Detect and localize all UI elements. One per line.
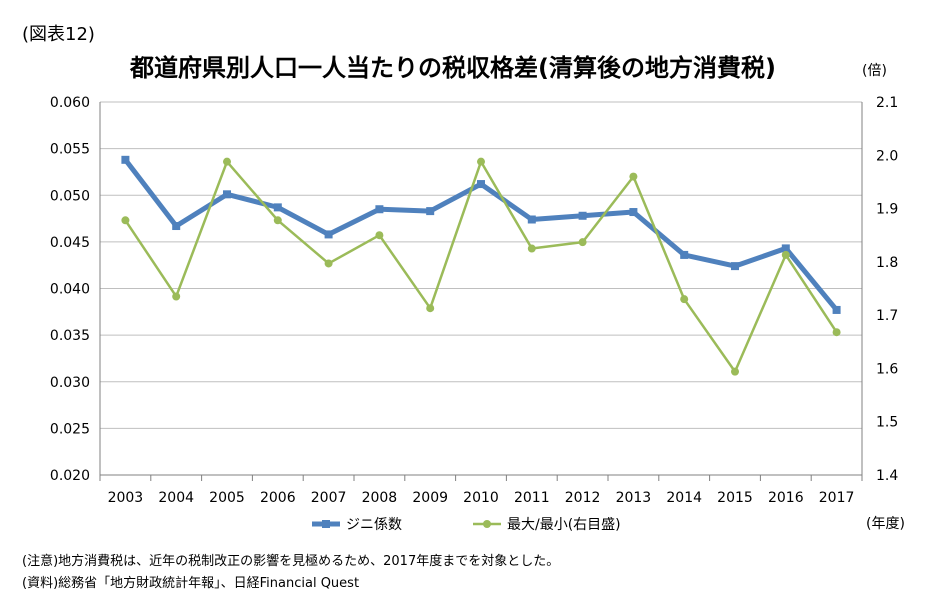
series-1-point <box>223 190 231 199</box>
x-tick-label: 2014 <box>666 490 702 506</box>
right-tick-label: 1.6 <box>876 361 898 377</box>
right-axis-unit: (倍) <box>862 63 887 79</box>
right-tick-label: 1.9 <box>876 202 898 218</box>
series-2-point <box>629 172 638 181</box>
left-tick-label: 0.055 <box>50 142 90 158</box>
series-2-point <box>426 304 435 313</box>
series-1-point <box>527 215 536 224</box>
left-tick-label: 0.045 <box>50 235 90 251</box>
left-tick-label: 0.060 <box>50 95 90 111</box>
x-tick-label: 2007 <box>311 490 347 506</box>
x-tick-label: 2004 <box>158 490 194 506</box>
x-tick-label: 2015 <box>717 490 753 506</box>
legend: ジニ係数 最大/最小(右目盛) <box>312 517 621 533</box>
legend-label-1: ジニ係数 <box>346 517 402 533</box>
series-1-point <box>629 208 638 217</box>
series-2-point <box>324 259 333 268</box>
left-tick-label: 0.035 <box>50 328 90 344</box>
x-tick-label: 2013 <box>616 490 652 506</box>
series-1-point <box>273 203 282 212</box>
series-1-point <box>172 222 181 231</box>
x-axis-label: (年度) <box>866 516 905 532</box>
series-2-point <box>527 244 536 253</box>
x-tick-label: 2006 <box>260 490 296 506</box>
series-1-point <box>680 250 689 259</box>
left-tick-label: 0.020 <box>50 468 90 484</box>
right-tick-label: 1.8 <box>876 255 898 271</box>
series-2-point <box>832 328 841 337</box>
x-tick-label: 2012 <box>565 490 601 506</box>
x-tick-label: 2017 <box>819 490 855 506</box>
footnote-source: (資料)総務省「地方財政統計年報」、日経Financial Quest <box>22 576 360 591</box>
series-2-point <box>172 292 181 301</box>
series-1-point <box>832 305 841 314</box>
series-1-point <box>375 205 384 214</box>
series-layer <box>121 155 841 376</box>
right-tick-label: 2.0 <box>876 148 898 164</box>
x-tick-label: 2009 <box>412 490 448 506</box>
right-tick-label: 1.5 <box>876 415 898 431</box>
left-tick-label: 0.040 <box>50 282 90 298</box>
series-2-point <box>477 157 485 166</box>
x-tick-label: 2008 <box>362 490 398 506</box>
series-1-point <box>477 180 485 189</box>
series-2-point <box>731 367 739 376</box>
x-tick-label: 2016 <box>768 490 804 506</box>
axes: 0.020 0.025 0.030 0.035 0.040 0.045 0.050 0.055… <box>50 95 905 532</box>
x-tick-label: 2003 <box>108 490 144 506</box>
series-1-point <box>578 211 587 220</box>
legend-marker-square <box>322 520 330 528</box>
legend-label-2: 最大/最小(右目盛) <box>507 517 621 533</box>
x-tick-label: 2010 <box>463 490 499 506</box>
series-1-point <box>324 230 333 239</box>
left-tick-label: 0.025 <box>50 421 90 437</box>
right-tick-label: 1.7 <box>876 308 898 324</box>
series-2-point <box>680 295 689 304</box>
series-2-point <box>781 250 790 259</box>
figure-label: (図表12) <box>22 24 95 45</box>
footnote-note: (注意)地方消費税は、近年の税制改正の影響を見極めるため、2017年度までを対象… <box>22 554 560 569</box>
left-tick-label: 0.050 <box>50 188 90 204</box>
series-1-point <box>121 155 130 164</box>
series-2-point <box>578 238 587 247</box>
series-1-point <box>781 244 790 253</box>
chart-title: 都道府県別人口一人当たりの税収格差(清算後の地方消費税) <box>130 54 776 82</box>
series-2-point <box>375 231 384 240</box>
right-tick-label: 1.4 <box>876 468 898 484</box>
series-1-point <box>426 207 435 216</box>
right-tick-label: 2.1 <box>876 95 898 111</box>
left-tick-label: 0.030 <box>50 375 90 391</box>
series-2-point <box>273 216 282 225</box>
x-tick-label: 2011 <box>514 490 550 506</box>
series-2-point <box>121 216 130 225</box>
series-2-point <box>223 157 231 166</box>
series-1-point <box>731 262 739 271</box>
x-tick-label: 2005 <box>209 490 245 506</box>
legend-marker-circle <box>483 520 491 528</box>
